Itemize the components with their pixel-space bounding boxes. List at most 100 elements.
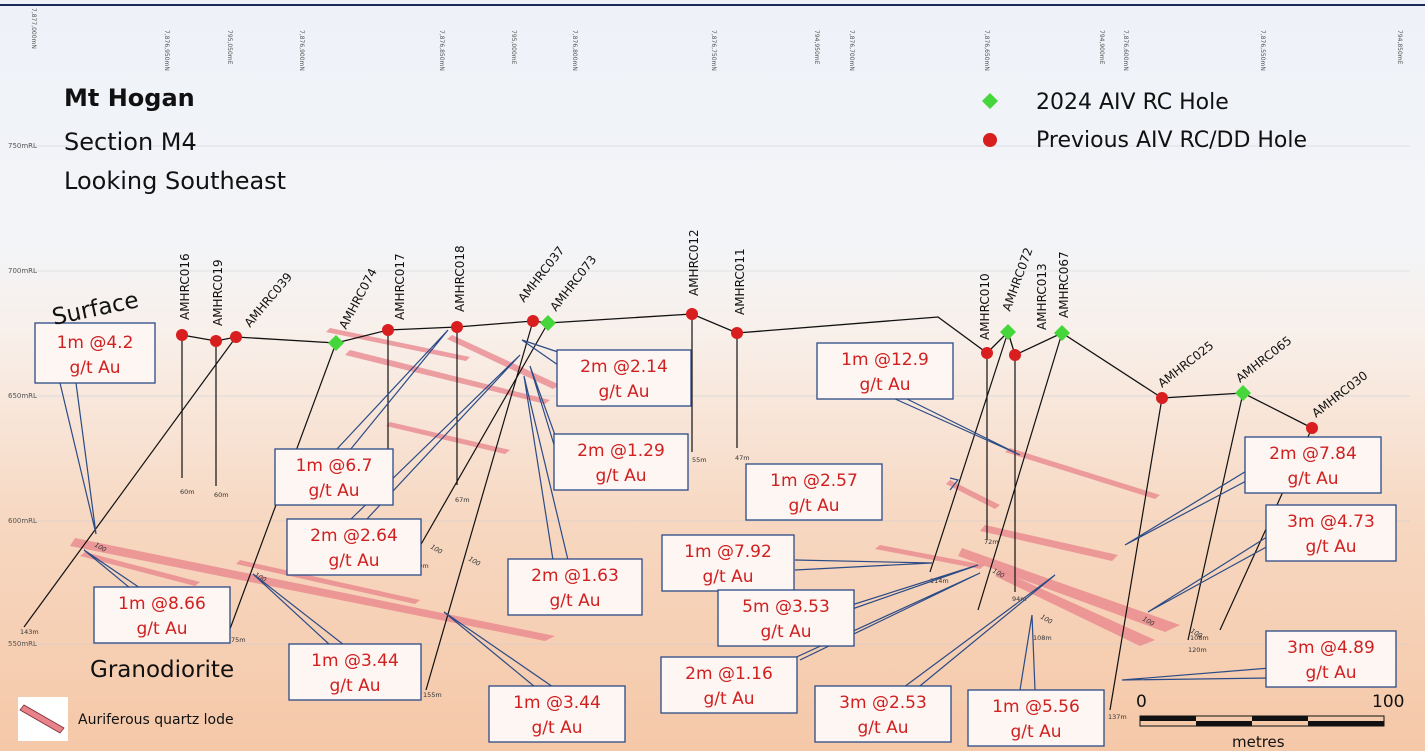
hole-label: AMHRC019: [211, 259, 225, 326]
prev-hole-marker: [451, 321, 463, 333]
intercept-callout: 3m @4.73 g/t Au: [1265, 504, 1397, 562]
grid-label: 7,876,700mN: [848, 30, 855, 71]
new-hole-marker: [1235, 385, 1251, 401]
depth-label: 67m: [455, 496, 470, 504]
prev-hole-marker: [731, 327, 743, 339]
quartz-lode: [995, 570, 1155, 646]
depth-label: 55m: [692, 456, 707, 464]
lode-legend-label: Auriferous quartz lode: [78, 712, 234, 728]
hole-label: AMHRC067: [1057, 251, 1071, 318]
grid-label: 7,876,950mN: [163, 30, 170, 71]
scale-unit: metres: [1232, 733, 1285, 751]
depth-label: 60m: [214, 491, 229, 499]
intercept-callout: 1m @8.66 g/t Au: [93, 586, 231, 644]
hole-label: AMHRC018: [453, 245, 467, 312]
quartz-lode: [386, 422, 510, 454]
lode-legend-icon: [19, 704, 65, 734]
intercept-unit: g/t Au: [550, 591, 601, 611]
prev-hole-marker: [1009, 349, 1021, 361]
quartz-lode: [236, 560, 420, 604]
hole-label: AMHRC017: [393, 253, 407, 320]
intercept-unit: g/t Au: [599, 382, 650, 402]
prev-hole-marker: [382, 324, 394, 336]
hole-label: AMHRC011: [733, 248, 747, 315]
intercept-callout: 1m @12.9 g/t Au: [816, 342, 954, 400]
intercept-callout: 3m @2.53 g/t Au: [814, 685, 952, 743]
intercept-callouts: 1m @4.2 g/t Au 1m @8.66 g/t Au 1m @6.7 g…: [34, 322, 1397, 747]
prev-hole-marker: [1306, 422, 1318, 434]
scale-bar: 0 100 metres: [1136, 692, 1404, 751]
grid-label: 7,876,850mN: [438, 30, 445, 71]
grid-label: 7,876,800mN: [571, 30, 578, 71]
intercept-grade: 1m @4.2: [57, 333, 134, 353]
depth-label: 137m: [1108, 713, 1127, 721]
intercept-unit: g/t Au: [70, 358, 121, 378]
hole-label: AMHRC016: [178, 253, 192, 320]
intercept-unit: g/t Au: [1306, 663, 1357, 683]
intercept-callout: 2m @7.84 g/t Au: [1244, 436, 1382, 494]
depth-label: 155m: [423, 691, 442, 699]
intercept-unit: g/t Au: [1288, 469, 1339, 489]
grid-label: 795,000mE: [510, 30, 517, 65]
intercept-grade: 1m @3.44: [311, 651, 399, 671]
prev-hole-marker: [230, 331, 242, 343]
intercept-unit: g/t Au: [329, 551, 380, 571]
grid-label: 7,876,550mN: [1259, 30, 1266, 71]
grid-label: 7,876,900mN: [298, 30, 305, 71]
quartz-lode: [1005, 448, 1160, 499]
intercept-unit: g/t Au: [761, 622, 812, 642]
prev-hole-marker: [981, 347, 993, 359]
prev-hole-marker: [527, 315, 539, 327]
depth-label: 143m: [20, 628, 39, 636]
rl-label: 550mRL: [8, 640, 37, 648]
intercept-callout: 1m @3.44 g/t Au: [288, 643, 422, 701]
intercept-grade: 3m @2.53: [839, 693, 927, 713]
intercept-callout: 1m @6.7 g/t Au: [274, 448, 394, 506]
prev-hole-marker: [686, 308, 698, 320]
intercept-callout: 1m @5.56 g/t Au: [967, 689, 1105, 747]
intercept-callout: 3m @4.89 g/t Au: [1265, 630, 1397, 688]
depth-label: 108m: [1033, 634, 1052, 642]
intercept-callout: 2m @1.29 g/t Au: [553, 433, 689, 491]
depth-label: 47m: [735, 454, 750, 462]
callout-leaders: [59, 329, 1271, 691]
rl-label: 600mRL: [8, 517, 37, 525]
quartz-lode: [80, 552, 200, 586]
intercept-unit: g/t Au: [703, 567, 754, 587]
intercept-unit: g/t Au: [596, 466, 647, 486]
quartz-lode: [958, 548, 1180, 632]
lode-legend: Auriferous quartz lode: [18, 697, 234, 741]
intercept-callout: 2m @1.16 g/t Au: [660, 656, 798, 714]
scale-end: 100: [1372, 692, 1404, 712]
intercept-unit: g/t Au: [789, 496, 840, 516]
intercept-grade: 3m @4.73: [1287, 512, 1375, 532]
rl-labels: 750mRL 700mRL 650mRL 600mRL 550mRL: [8, 142, 37, 648]
legend-new-hole-icon: [982, 93, 998, 109]
view-direction: Looking Southeast: [64, 167, 286, 195]
rl-label: 650mRL: [8, 392, 37, 400]
intercept-grade: 2m @7.84: [1269, 444, 1357, 464]
quartz-lode: [70, 538, 555, 641]
depth-label: 108m: [1190, 634, 1209, 642]
depth-label: 114m: [930, 577, 949, 585]
hole-label: AMHRC012: [687, 229, 701, 296]
intercept-unit: g/t Au: [309, 481, 360, 501]
intercept-callout: 1m @7.92 g/t Au: [661, 534, 795, 592]
depth-label: 75m: [231, 636, 246, 644]
hole-label: AMHRC013: [1035, 263, 1049, 330]
depth-label: 120m: [1188, 646, 1207, 654]
legend-new-hole-label: 2024 AIV RC Hole: [1036, 90, 1229, 115]
intercept-grade: 1m @2.57: [770, 471, 858, 491]
new-hole-marker: [328, 335, 344, 351]
new-hole-marker: [540, 315, 556, 331]
intercept-grade: 1m @8.66: [118, 594, 206, 614]
intercept-callout: 2m @2.14 g/t Au: [556, 349, 692, 407]
drill-traces: [23, 314, 1313, 711]
intercept-unit: g/t Au: [1306, 537, 1357, 557]
legend-prev-hole-icon: [983, 133, 997, 147]
quartz-lode: [345, 350, 550, 404]
intercept-callout: 1m @4.2 g/t Au: [34, 322, 156, 384]
intercept-grade: 1m @3.44: [513, 693, 601, 713]
